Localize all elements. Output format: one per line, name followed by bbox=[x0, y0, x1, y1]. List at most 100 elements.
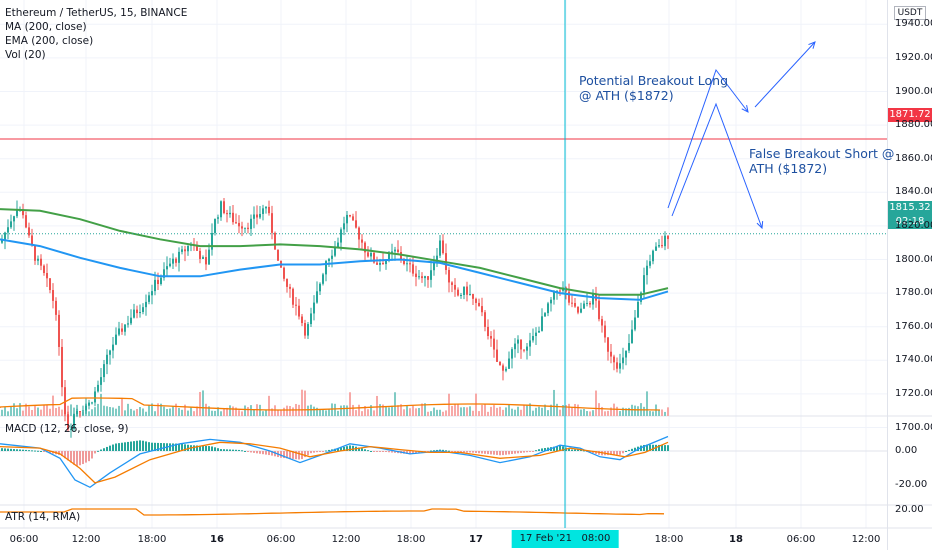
macd-histogram-bar bbox=[391, 451, 393, 453]
macd-histogram-bar bbox=[10, 448, 12, 451]
macd-histogram-bar bbox=[406, 451, 408, 454]
atr-legend[interactable]: ATR (14, RMA) bbox=[5, 511, 81, 523]
annotation-short[interactable]: False Breakout Short @ ATH ($1872) bbox=[749, 146, 894, 176]
volume-bar bbox=[187, 410, 189, 416]
macd-histogram-bar bbox=[259, 451, 261, 454]
volume-bar bbox=[10, 406, 12, 416]
candle-body bbox=[628, 343, 630, 351]
legend-volume[interactable]: Vol (20) bbox=[5, 49, 46, 61]
candle-body bbox=[664, 235, 666, 247]
volume-bar bbox=[661, 409, 663, 416]
candle-body bbox=[427, 276, 429, 280]
volume-bar bbox=[19, 403, 21, 416]
volume-bar bbox=[325, 410, 327, 416]
user-drawings[interactable] bbox=[564, 0, 816, 528]
candle-body bbox=[109, 350, 111, 355]
macd-histogram-bar bbox=[376, 451, 378, 452]
atr-pane bbox=[0, 508, 665, 516]
macd-histogram-bar bbox=[448, 450, 450, 452]
candle-body bbox=[538, 330, 540, 333]
candle-body bbox=[244, 227, 246, 229]
volume-bar bbox=[571, 407, 573, 416]
candle-body bbox=[274, 232, 276, 250]
candle-body bbox=[469, 294, 471, 296]
candlestick-series bbox=[1, 197, 669, 438]
macd-histogram-bar bbox=[289, 451, 291, 459]
candle-body bbox=[412, 264, 414, 274]
ma200-line bbox=[0, 208, 669, 296]
macd-histogram-bar bbox=[388, 451, 390, 453]
volume-bar bbox=[334, 403, 336, 416]
legend-ma[interactable]: MA (200, close) bbox=[5, 21, 87, 33]
candle-body bbox=[622, 357, 624, 364]
volume-bar bbox=[628, 407, 630, 416]
candle-body bbox=[208, 249, 210, 265]
macd-histogram-bar bbox=[193, 445, 195, 451]
volume-bar bbox=[214, 410, 216, 416]
candle-body bbox=[34, 245, 36, 261]
candle-body bbox=[550, 299, 552, 304]
volume-bar bbox=[406, 405, 408, 416]
volume-bar bbox=[415, 408, 417, 416]
candle-body bbox=[340, 229, 342, 243]
candle-body bbox=[418, 276, 420, 278]
candle-body bbox=[406, 263, 408, 265]
price-tick-label: 1720.00 bbox=[895, 387, 932, 399]
macd-histogram-bar bbox=[187, 444, 189, 451]
macd-histogram-bar bbox=[295, 451, 297, 460]
candle-body bbox=[13, 216, 15, 222]
macd-histogram-bar bbox=[568, 448, 570, 451]
macd-histogram-bar bbox=[274, 451, 276, 457]
volume-bar bbox=[205, 403, 207, 416]
candle-body bbox=[529, 340, 531, 347]
volume-bar bbox=[4, 406, 6, 416]
candle-body bbox=[139, 311, 141, 314]
volume-bar bbox=[634, 405, 636, 416]
macd-histogram-bar bbox=[106, 446, 108, 451]
volume-bar bbox=[343, 405, 345, 416]
candle-body bbox=[223, 201, 225, 214]
volume-bar bbox=[319, 409, 321, 416]
candle-body bbox=[457, 289, 459, 296]
time-tick-label: 18:00 bbox=[654, 534, 684, 545]
candle-body bbox=[331, 255, 333, 259]
macd-histogram-bar bbox=[538, 449, 540, 451]
currency-badge[interactable]: USDT bbox=[894, 6, 926, 20]
macd-histogram-bar bbox=[85, 451, 87, 463]
candle-body bbox=[652, 250, 654, 262]
volume-bar bbox=[73, 407, 75, 416]
candle-body bbox=[352, 216, 354, 221]
chart-title[interactable]: Ethereum / TetherUS, 15, BINANCE bbox=[5, 7, 188, 19]
candle-body bbox=[592, 294, 594, 305]
volume-bar bbox=[217, 407, 219, 416]
macd-tick-minus20: -20.00 bbox=[895, 479, 928, 490]
volume-bar bbox=[403, 409, 405, 416]
macd-histogram-bar bbox=[481, 451, 483, 454]
candle-body bbox=[604, 325, 606, 338]
candle-body bbox=[295, 304, 297, 306]
macd-histogram-bar bbox=[430, 450, 432, 452]
candle-body bbox=[253, 214, 255, 219]
candle-body bbox=[133, 309, 135, 318]
time-tick-label: 12:00 bbox=[71, 534, 101, 545]
volume-bar bbox=[136, 409, 138, 416]
macd-histogram-bar bbox=[268, 451, 270, 456]
macd-histogram-bar bbox=[523, 451, 525, 453]
legend-ema[interactable]: EMA (200, close) bbox=[5, 35, 94, 47]
macd-histogram-bar bbox=[25, 449, 27, 451]
macd-histogram-bar bbox=[79, 451, 81, 466]
candle-body bbox=[52, 290, 54, 301]
volume-bar bbox=[316, 407, 318, 416]
macd-histogram-bar bbox=[88, 451, 90, 462]
candle-body bbox=[112, 344, 114, 351]
macd-histogram-bar bbox=[16, 449, 18, 451]
macd-histogram-bar bbox=[571, 449, 573, 451]
volume-bar bbox=[625, 408, 627, 416]
volume-bar bbox=[232, 406, 234, 416]
volume-bar bbox=[658, 409, 660, 416]
annotation-long[interactable]: Potential Breakout Long @ ATH ($1872) bbox=[579, 73, 728, 103]
candle-body bbox=[199, 250, 201, 259]
macd-legend[interactable]: MACD (12, 26, close, 9) bbox=[5, 423, 129, 435]
